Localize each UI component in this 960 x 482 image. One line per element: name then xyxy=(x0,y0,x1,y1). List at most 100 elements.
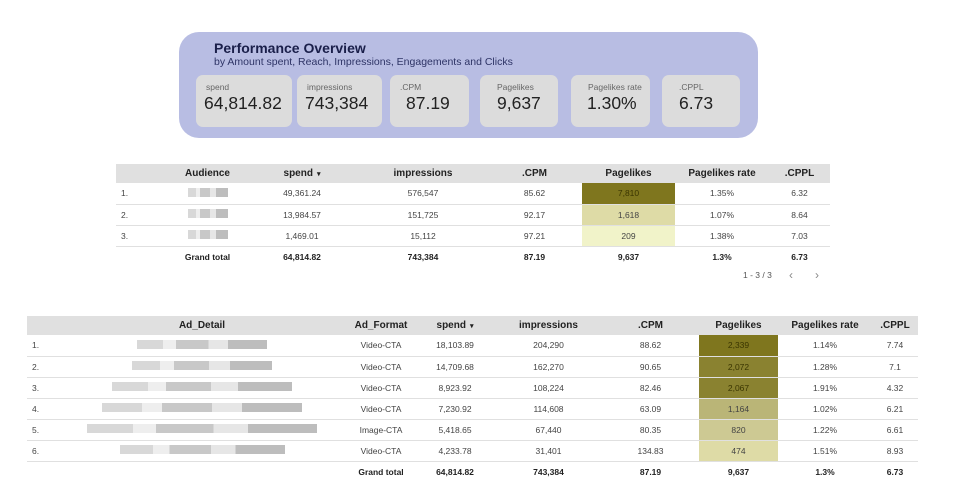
cell-cpm: 85.62 xyxy=(487,183,582,205)
scorecard-value: 9,637 xyxy=(497,93,541,113)
redacted-cell xyxy=(170,183,245,205)
redacted-cell xyxy=(57,419,347,441)
cell-pagelikes: 474 xyxy=(699,440,778,462)
table-header-row: Ad_Detail Ad_Format spend ▾ impressions .… xyxy=(27,316,918,335)
total-pagelikes-rate: 1.3% xyxy=(815,466,835,477)
header-audience[interactable]: Audience xyxy=(170,164,245,183)
cell-pagelikes: 2,072 xyxy=(699,356,778,378)
cell-impressions: 15,112 xyxy=(359,225,487,247)
scorecard-label: Pagelikes xyxy=(497,82,534,92)
table-row[interactable]: 3. 1,469.01 15,112 97.21 209 1.38% 7.03 xyxy=(116,225,830,247)
cell-cppl: 7.74 xyxy=(872,335,918,357)
table-row[interactable]: 2. Video-CTA 14,709.68 162,270 90.65 2,072 1.2… xyxy=(27,356,918,378)
scorecard-impressions[interactable]: impressions 743,384 xyxy=(297,75,382,127)
cell-cppl: 4.32 xyxy=(872,377,918,399)
table-row[interactable]: 2. 13,984.57 151,725 92.17 1,618 1.07% 8.64 xyxy=(116,204,830,226)
sort-desc-icon[interactable]: ▾ xyxy=(316,171,321,178)
total-cppl: 6.73 xyxy=(886,466,904,477)
header-label: spend xyxy=(283,168,313,179)
header-impressions[interactable]: impressions xyxy=(359,164,487,183)
scorecard-pagelikes-rate[interactable]: Pagelikes rate 1.30% xyxy=(571,75,650,127)
cell-cppl: 7.1 xyxy=(872,356,918,378)
header-pagelikes-rate[interactable]: Pagelikes rate xyxy=(675,164,769,183)
redacted-text xyxy=(187,209,228,218)
cell-cppl: 8.64 xyxy=(769,204,830,226)
empty-cell xyxy=(57,461,347,482)
cell-spend: 49,361.24 xyxy=(245,183,359,205)
cell-pagelikes: 2,067 xyxy=(699,377,778,399)
row-index: 5. xyxy=(27,419,57,441)
header-cppl[interactable]: .CPPL xyxy=(872,316,918,335)
cell-spend: 14,709.68 xyxy=(415,356,495,378)
header-pagelikes[interactable]: Pagelikes xyxy=(699,316,778,335)
header-cpm[interactable]: .CPM xyxy=(487,164,582,183)
cell-pagelikes: 7,810 xyxy=(582,183,675,205)
scorecard-label: .CPM xyxy=(400,82,422,92)
cell-cpm: 88.62 xyxy=(602,335,699,357)
cell-ad-format: Video-CTA xyxy=(347,398,415,420)
redacted-text xyxy=(132,361,272,370)
header-pagelikes-rate[interactable]: Pagelikes rate xyxy=(778,316,872,335)
cell-impressions: 204,290 xyxy=(495,335,602,357)
total-pagelikes: 9,637 xyxy=(617,251,640,262)
redacted-cell xyxy=(57,356,347,378)
performance-overview-panel: Performance Overview by Amount spent, Re… xyxy=(179,32,758,138)
scorecard-value: 64,814.82 xyxy=(204,93,282,113)
cell-cpm: 82.46 xyxy=(602,377,699,399)
header-spend[interactable]: spend ▾ xyxy=(245,164,359,183)
header-cppl[interactable]: .CPPL xyxy=(769,164,830,183)
cell-pagelikes-rate: 1.02% xyxy=(778,398,872,420)
cell-impressions: 67,440 xyxy=(495,419,602,441)
redacted-text xyxy=(137,339,267,349)
total-spend: 64,814.82 xyxy=(283,251,321,262)
table-row[interactable]: 3. Video-CTA 8,923.92 108,224 82.46 2,067 1.91… xyxy=(27,377,918,399)
scorecard-pagelikes[interactable]: Pagelikes 9,637 xyxy=(480,75,558,127)
scorecard-label: spend xyxy=(206,82,230,92)
table-row[interactable]: 4. Video-CTA 7,230.92 114,608 63.09 1,164 1.02… xyxy=(27,398,918,420)
table-row[interactable]: 1. Video-CTA 18,103.89 204,290 88.62 2,339 1.1… xyxy=(27,335,918,357)
cell-impressions: 576,547 xyxy=(359,183,487,205)
cell-cppl: 6.61 xyxy=(872,419,918,441)
row-index: 1. xyxy=(116,183,170,205)
scorecard-cppl[interactable]: .CPPL 6.73 xyxy=(662,75,740,127)
sort-desc-icon[interactable]: ▾ xyxy=(469,323,474,330)
cell-spend: 4,233.78 xyxy=(415,440,495,462)
cell-cpm: 80.35 xyxy=(602,419,699,441)
header-index xyxy=(116,164,170,183)
scorecard-value: 1.30% xyxy=(587,93,637,113)
cell-pagelikes-rate: 1.28% xyxy=(778,356,872,378)
table-row[interactable]: 1. 49,361.24 576,547 85.62 7,810 1.35% 6.32 xyxy=(116,183,830,205)
scorecard-label: impressions xyxy=(307,82,353,92)
header-ad-format[interactable]: Ad_Format xyxy=(347,316,415,335)
table-row[interactable]: 6. Video-CTA 4,233.78 31,401 134.83 474 1.51% 8… xyxy=(27,440,918,462)
cell-pagelikes-rate: 1.51% xyxy=(778,440,872,462)
redacted-text xyxy=(187,187,228,197)
scorecard-cpm[interactable]: .CPM 87.19 xyxy=(390,75,469,127)
row-index: 1. xyxy=(27,335,57,357)
cell-impressions: 151,725 xyxy=(359,204,487,226)
cell-cpm: 97.21 xyxy=(487,225,582,247)
scorecard-value: 6.73 xyxy=(679,93,714,113)
cell-pagelikes-rate: 1.35% xyxy=(675,183,769,205)
cell-cppl: 7.03 xyxy=(769,225,830,247)
prev-page-icon[interactable]: ‹ xyxy=(789,268,793,282)
row-index: 2. xyxy=(27,356,57,378)
cell-cpm: 134.83 xyxy=(602,440,699,462)
total-cppl: 6.73 xyxy=(791,251,808,262)
cell-cppl: 6.21 xyxy=(872,398,918,420)
cell-spend: 7,230.92 xyxy=(415,398,495,420)
cell-spend: 1,469.01 xyxy=(245,225,359,247)
header-impressions[interactable]: impressions xyxy=(495,316,602,335)
header-spend[interactable]: spend ▾ xyxy=(415,316,495,335)
header-pagelikes[interactable]: Pagelikes xyxy=(582,164,675,183)
row-index: 2. xyxy=(116,204,170,226)
scorecard-spend[interactable]: spend 64,814.82 xyxy=(196,75,292,127)
header-ad-detail[interactable]: Ad_Detail xyxy=(57,316,347,335)
redacted-text xyxy=(102,403,302,412)
redacted-cell xyxy=(170,204,245,226)
header-cpm[interactable]: .CPM xyxy=(602,316,699,335)
table-row[interactable]: 5. Image-CTA 5,418.65 67,440 80.35 820 1.22% 6.… xyxy=(27,419,918,441)
cell-pagelikes: 1,618 xyxy=(582,204,675,226)
next-page-icon[interactable]: › xyxy=(815,268,819,282)
header-index xyxy=(27,316,57,335)
